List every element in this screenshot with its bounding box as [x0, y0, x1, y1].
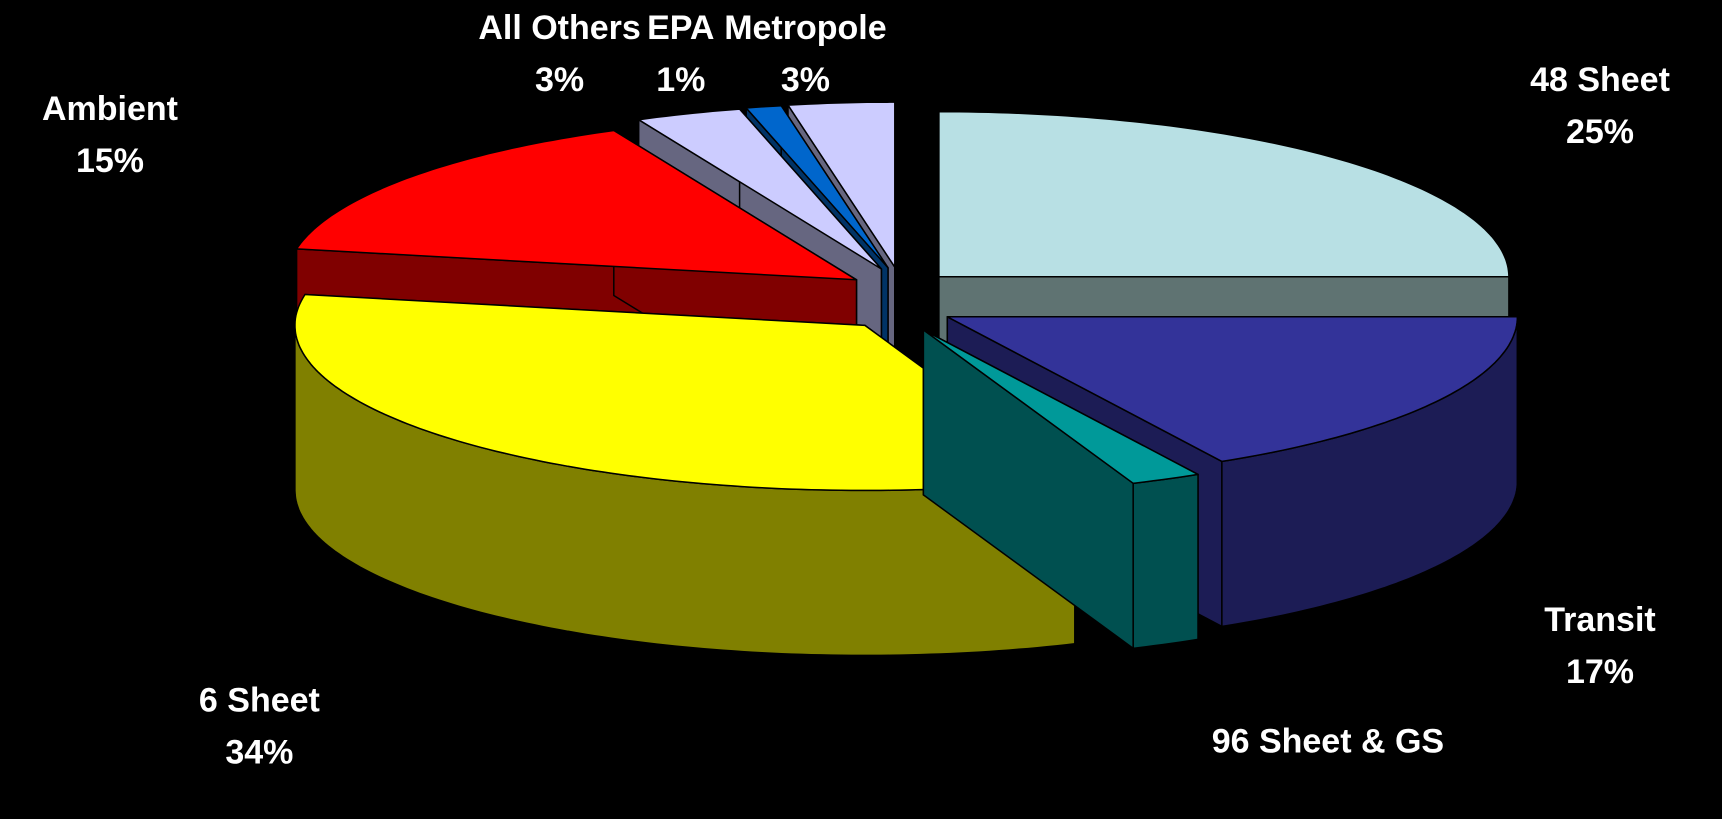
slice — [922, 329, 1199, 650]
slice-label: Ambient — [42, 90, 178, 128]
slice-label: All Others — [478, 9, 640, 47]
slice-label: Metropole — [724, 9, 886, 47]
slice-side — [1132, 473, 1199, 650]
value-label: 3% — [781, 61, 830, 99]
slice — [938, 110, 1510, 278]
value-label: 3% — [535, 61, 584, 99]
slice — [295, 129, 858, 281]
slice-label: 48 Sheet — [1530, 61, 1670, 99]
slice-label: EPA — [647, 9, 714, 47]
value-label: 34% — [225, 733, 293, 771]
slice — [294, 293, 1076, 492]
value-label: 15% — [76, 142, 144, 180]
value-label: 25% — [1566, 113, 1634, 151]
value-label: 17% — [1566, 653, 1634, 691]
slice — [946, 316, 1519, 463]
slice-label: 96 Sheet & GS — [1212, 723, 1444, 761]
value-label: 1% — [656, 61, 705, 99]
slice-label: 6 Sheet — [199, 681, 320, 719]
slice — [745, 104, 889, 269]
slice — [922, 329, 1199, 485]
slice — [637, 108, 883, 270]
slice-label: Transit — [1544, 601, 1655, 639]
slice — [787, 101, 896, 268]
